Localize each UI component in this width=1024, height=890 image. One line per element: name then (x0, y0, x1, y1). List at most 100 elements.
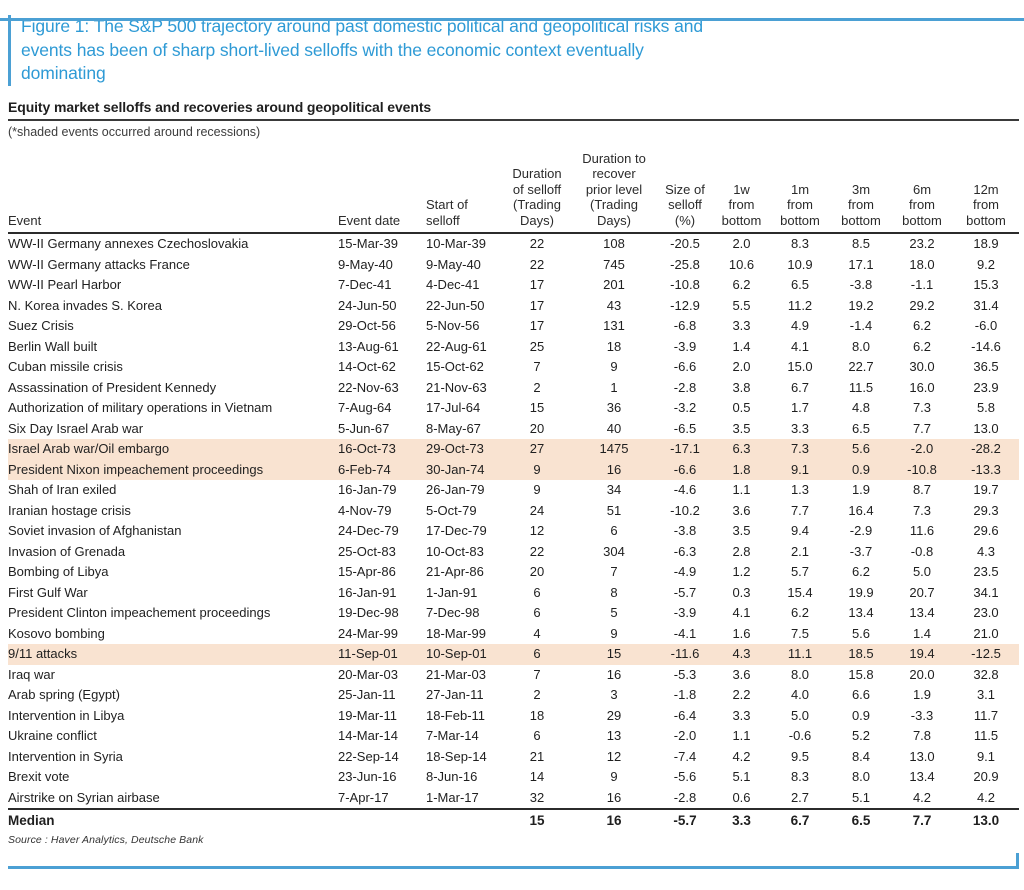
cell-m1: 7.7 (790, 502, 810, 518)
cell-selloff-pct: -4.1 (673, 625, 697, 641)
col-header-event: Event (8, 212, 42, 228)
cell-duration-recover-days: 3 (610, 687, 618, 702)
cell-w1: 0.5 (732, 400, 751, 415)
cell-w1: 2.8 (732, 543, 751, 559)
table-row: 9/11 attacks 11-Sep-01 10-Sep-01 6 15 -11.6 4.… (8, 644, 1019, 665)
table-row: Intervention in Syria 22-Sep-14 18-Sep-14 2… (8, 747, 1019, 768)
cell-w1: 2.0 (732, 359, 751, 374)
cell-m6: -10.8 (907, 461, 937, 477)
cell-m1: 11.1 (787, 646, 813, 661)
cell-duration-selloff-days: 4 (533, 625, 541, 641)
cell-m1: 4.9 (790, 318, 810, 333)
cell-duration-selloff-days: 6 (533, 646, 541, 661)
cell-m1: 9.4 (790, 523, 810, 538)
cell-duration-selloff-days: 17 (529, 297, 545, 313)
cell-m6: 20.0 (909, 666, 935, 682)
col-header-duration-to-recover: Duration to recover prior level (Trading… (582, 150, 646, 228)
cell-duration-selloff-days: 20 (529, 420, 545, 436)
cell-w1: 1.8 (732, 461, 751, 477)
cell-w1: 0.3 (732, 584, 751, 600)
cell-event: WW-II Germany annexes Czechoslovakia (8, 236, 249, 251)
cell-duration-selloff-days: 6 (533, 728, 541, 743)
cell-median-12m: 13.0 (953, 808, 1019, 832)
cell-event-date: 5-Jun-67 (338, 420, 390, 436)
cell-m1: 8.3 (790, 769, 810, 784)
cell-start-of-selloff: 22-Aug-61 (426, 338, 487, 354)
cell-event-date: 19-Dec-98 (338, 605, 399, 620)
table-row: Berlin Wall built 13-Aug-61 22-Aug-61 25 18 -… (8, 337, 1019, 358)
cell-m12: -13.3 (971, 461, 1001, 477)
cell-m1: 2.7 (790, 789, 810, 805)
cell-median-1w: 3.3 (714, 808, 769, 832)
table-body: WW-II Germany annexes Czechoslovakia 15-M… (8, 233, 1019, 809)
cell-m1: 9.5 (790, 748, 810, 764)
cell-start-of-selloff: 21-Apr-86 (426, 564, 484, 579)
table-row: WW-II Germany attacks France 9-May-40 9-Ma… (8, 255, 1019, 276)
cell-selloff-pct: -2.8 (673, 379, 697, 395)
cell-event: Invasion of Grenada (8, 543, 126, 559)
cell-duration-selloff-days: 14 (529, 769, 545, 784)
cell-selloff-pct: -10.8 (670, 277, 700, 292)
cell-m1: 7.5 (790, 625, 810, 641)
cell-m3: 8.5 (851, 236, 871, 251)
cell-m6: 16.0 (909, 379, 935, 395)
table-row: President Nixon impeachement proceedings… (8, 459, 1019, 480)
cell-m12: 15.3 (973, 277, 999, 292)
cell-event: WW-II Germany attacks France (8, 256, 190, 272)
cell-m6: 7.3 (912, 400, 932, 415)
table-row: Assassination of President Kennedy 22-Nov… (8, 378, 1019, 399)
cell-duration-selloff-days: 15 (529, 400, 545, 415)
cell-duration-selloff-days: 12 (529, 523, 545, 538)
cell-event-date: 19-Mar-11 (338, 707, 398, 723)
cell-event-date: 23-Jun-16 (338, 769, 397, 784)
cell-event: WW-II Pearl Harbor (8, 277, 122, 292)
cell-m3: 19.9 (848, 584, 874, 600)
cell-event-date: 25-Oct-83 (338, 543, 396, 559)
cell-m12: 23.9 (973, 379, 999, 395)
cell-duration-selloff-days: 17 (529, 318, 545, 333)
cell-m12: 13.0 (973, 420, 999, 436)
cell-m12: 23.5 (973, 564, 999, 579)
cell-w1: 2.0 (732, 236, 751, 251)
cell-duration-recover-days: 16 (606, 666, 622, 682)
cell-start-of-selloff: 18-Feb-11 (426, 707, 486, 723)
cell-duration-recover-days: 304 (603, 543, 625, 559)
cell-start-of-selloff: 9-May-40 (426, 256, 481, 272)
cell-m12: 3.1 (976, 687, 996, 702)
cell-duration-selloff-days: 24 (529, 502, 545, 518)
cell-selloff-pct: -3.2 (673, 400, 697, 415)
cell-median-6m: 7.7 (891, 808, 953, 832)
cell-duration-recover-days: 34 (606, 482, 622, 497)
cell-w1: 3.6 (732, 666, 751, 682)
cell-start-of-selloff: 1-Jan-91 (426, 584, 478, 600)
cell-event-date: 7-Dec-41 (338, 277, 392, 292)
cell-selloff-pct: -6.8 (673, 318, 697, 333)
cell-m6: -2.0 (910, 441, 934, 456)
cell-event-date: 11-Sep-01 (338, 646, 398, 661)
cell-m12: 5.8 (976, 400, 996, 415)
cell-selloff-pct: -17.1 (670, 441, 700, 456)
cell-selloff-pct: -3.9 (673, 338, 697, 354)
cell-m12: 4.2 (976, 789, 996, 805)
cell-m12: 29.3 (973, 502, 999, 518)
cell-selloff-pct: -5.7 (673, 584, 697, 600)
cell-event-date: 15-Mar-39 (338, 236, 398, 251)
cell-duration-recover-days: 16 (606, 461, 622, 477)
cell-duration-recover-days: 43 (606, 297, 622, 313)
col-header-start-of-selloff: Start of selloff (426, 197, 468, 228)
cell-duration-recover-days: 9 (610, 359, 618, 374)
cell-m6: 7.8 (912, 728, 932, 743)
table-header-row: Event Event date Start of selloff Durati… (8, 139, 1019, 233)
cell-m12: 21.0 (973, 625, 999, 641)
cell-event: Arab spring (Egypt) (8, 687, 120, 702)
table-row: Bombing of Libya 15-Apr-86 21-Apr-86 20 7 -4.… (8, 562, 1019, 583)
cell-start-of-selloff: 7-Mar-14 (426, 728, 479, 743)
cell-m6: 13.4 (909, 769, 935, 784)
cell-duration-selloff-days: 17 (529, 277, 545, 292)
cell-m6: 11.6 (909, 523, 935, 538)
cell-event: Ukraine conflict (8, 728, 97, 743)
figure-top-border (0, 18, 1024, 21)
cell-event: President Clinton impeachement proceedin… (8, 605, 271, 620)
cell-m3: 4.8 (851, 400, 871, 415)
cell-event: Cuban missile crisis (8, 359, 123, 374)
